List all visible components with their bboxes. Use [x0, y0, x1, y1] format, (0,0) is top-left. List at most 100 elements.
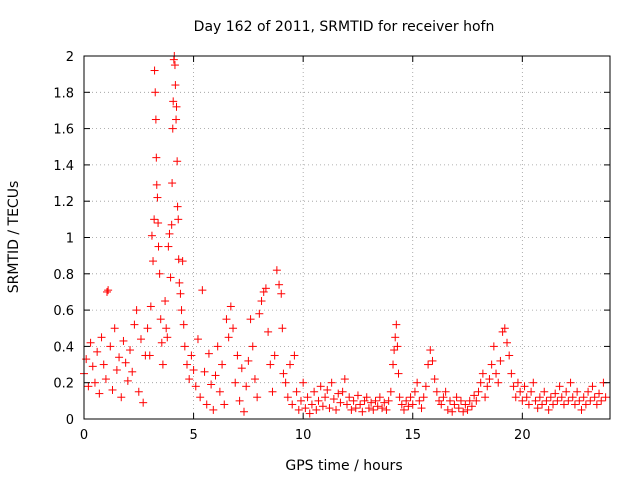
data-point: [394, 369, 403, 378]
data-point: [351, 404, 360, 413]
data-point: [392, 320, 401, 329]
data-point: [349, 396, 358, 405]
data-point: [402, 396, 411, 405]
data-point: [467, 402, 476, 411]
data-point: [183, 360, 192, 369]
data-point: [93, 347, 102, 356]
y-tick-label: 0: [66, 413, 74, 428]
data-point: [527, 387, 536, 396]
data-point: [220, 400, 229, 409]
data-point: [492, 369, 501, 378]
data-point: [288, 400, 297, 409]
data-point: [390, 346, 399, 355]
data-point: [435, 396, 444, 405]
data-point: [152, 153, 161, 162]
data-point: [413, 378, 422, 387]
data-point: [424, 360, 433, 369]
data-point: [193, 335, 202, 344]
data-point: [450, 400, 459, 409]
data-point: [172, 102, 181, 111]
data-point: [590, 393, 599, 402]
data-point: [119, 336, 128, 345]
data-point: [279, 369, 288, 378]
data-point: [97, 333, 106, 342]
data-point: [573, 387, 582, 396]
data-point: [290, 351, 299, 360]
data-point: [110, 324, 119, 333]
data-point: [202, 400, 211, 409]
data-point: [461, 400, 470, 409]
data-point: [360, 396, 369, 405]
data-point: [437, 400, 446, 409]
data-point: [218, 360, 227, 369]
data-point: [209, 405, 218, 414]
data-point: [581, 400, 590, 409]
data-point: [470, 391, 479, 400]
data-point: [513, 378, 522, 387]
data-point: [430, 375, 439, 384]
data-point: [463, 405, 472, 414]
data-point: [134, 387, 143, 396]
data-point: [562, 387, 571, 396]
data-point: [185, 375, 194, 384]
data-point: [146, 302, 155, 311]
data-point: [369, 405, 378, 414]
data-point: [231, 378, 240, 387]
data-point: [345, 393, 354, 402]
data-point: [557, 393, 566, 402]
data-point: [472, 396, 481, 405]
y-tick-label: 2: [66, 50, 74, 65]
data-point: [301, 404, 310, 413]
data-point: [294, 405, 303, 414]
y-tick-label: 0.2: [53, 377, 74, 392]
data-point: [123, 376, 132, 385]
data-point: [168, 179, 177, 188]
data-point: [196, 393, 205, 402]
data-point: [389, 360, 398, 369]
data-point: [115, 353, 124, 362]
data-point: [410, 387, 419, 396]
data-point: [303, 393, 312, 402]
data-point: [494, 378, 503, 387]
data-point: [483, 382, 492, 391]
data-point: [364, 404, 373, 413]
data-point: [155, 269, 164, 278]
data-point: [544, 405, 553, 414]
data-point: [130, 320, 139, 329]
data-point: [150, 66, 159, 75]
data-point: [106, 342, 115, 351]
data-point: [474, 387, 483, 396]
data-point: [90, 378, 99, 387]
data-point: [487, 360, 496, 369]
x-tick-label: 20: [514, 428, 531, 443]
data-point: [446, 396, 455, 405]
data-point: [207, 380, 216, 389]
data-point: [378, 404, 387, 413]
data-point: [101, 375, 110, 384]
data-point: [584, 387, 593, 396]
data-point: [237, 364, 246, 373]
data-point: [347, 405, 356, 414]
data-point: [553, 396, 562, 405]
data-point: [555, 382, 564, 391]
data-point: [158, 360, 167, 369]
data-point: [173, 157, 182, 166]
data-point: [154, 218, 163, 227]
data-point: [529, 378, 538, 387]
data-point: [329, 395, 338, 404]
data-point: [233, 351, 242, 360]
data-point: [375, 393, 384, 402]
data-point: [244, 356, 253, 365]
data-point: [151, 115, 160, 124]
data-point: [286, 360, 295, 369]
data-point: [152, 180, 161, 189]
data-point: [476, 378, 485, 387]
data-point: [128, 367, 137, 376]
data-point: [391, 333, 400, 342]
y-tick-label: 1: [66, 232, 74, 247]
data-point: [540, 387, 549, 396]
data-point: [112, 365, 121, 374]
data-point: [397, 400, 406, 409]
